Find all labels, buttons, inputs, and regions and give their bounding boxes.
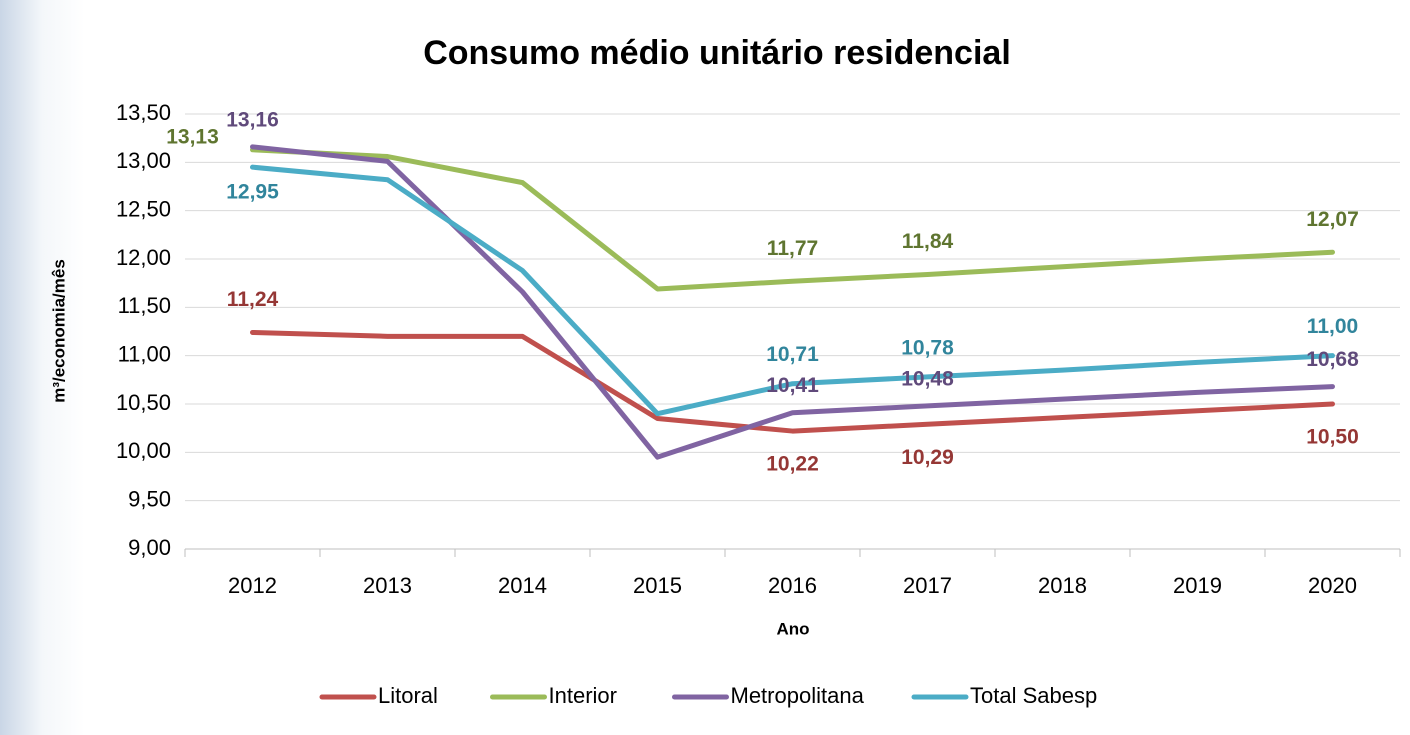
y-tick-label: 9,00 (128, 535, 171, 560)
y-axis-label: m³/economia/mês (49, 259, 68, 403)
series-line (250, 144, 1335, 460)
x-tick-label: 2020 (1308, 573, 1357, 598)
chart-title: Consumo médio unitário residencial (423, 34, 1011, 72)
series-line (250, 147, 1335, 292)
y-tick-label: 13,00 (116, 148, 171, 173)
data-label: 10,29 (901, 446, 954, 469)
x-tick-label: 2012 (228, 573, 277, 598)
x-tick-label: 2013 (363, 573, 412, 598)
legend-label: Metropolitana (731, 683, 865, 708)
data-label: 10,48 (901, 367, 954, 390)
legend-label: Litoral (378, 683, 438, 708)
y-tick-label: 11,00 (118, 341, 171, 366)
x-axis-label: Ano (776, 619, 809, 638)
data-label: 12,07 (1306, 208, 1359, 231)
series-line (250, 164, 1335, 417)
data-label: 10,78 (901, 336, 954, 359)
legend-label: Total Sabesp (970, 683, 1097, 708)
data-label: 10,41 (766, 374, 819, 397)
data-label: 11,84 (902, 230, 954, 253)
y-tick-label: 10,50 (116, 390, 171, 415)
data-label: 11,77 (767, 237, 818, 260)
x-tick-label: 2015 (633, 573, 682, 598)
y-tick-label: 10,00 (116, 438, 171, 463)
data-label: 12,95 (226, 181, 279, 204)
data-label: 11,00 (1307, 315, 1358, 338)
x-tick-label: 2018 (1038, 573, 1087, 598)
y-tick-label: 12,50 (116, 196, 171, 221)
legend-label: Interior (549, 683, 617, 708)
data-label: 10,50 (1306, 426, 1359, 449)
series-line (250, 329, 1335, 434)
data-label: 13,13 (166, 125, 219, 148)
y-tick-label: 12,00 (116, 245, 171, 270)
x-tick-label: 2017 (903, 573, 952, 598)
data-label: 10,68 (1306, 348, 1359, 371)
y-tick-label: 11,50 (118, 293, 171, 318)
x-tick-label: 2014 (498, 573, 547, 598)
data-label: 10,22 (766, 453, 819, 476)
y-tick-label: 9,50 (128, 486, 171, 511)
x-tick-label: 2019 (1173, 573, 1222, 598)
x-tick-label: 2016 (768, 573, 817, 598)
data-label: 11,24 (227, 288, 279, 311)
data-label: 10,71 (766, 343, 819, 366)
y-tick-label: 13,50 (116, 100, 171, 125)
data-label: 13,16 (226, 108, 279, 131)
